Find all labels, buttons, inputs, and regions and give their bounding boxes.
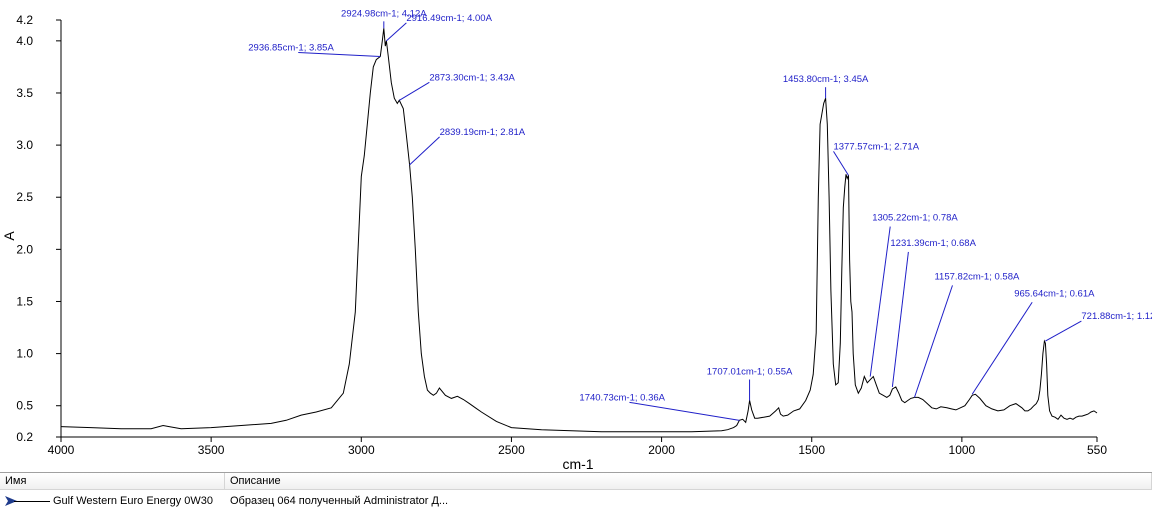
annotation-leader <box>386 22 407 42</box>
legend-table: Имя Описание Gulf Western Euro Energy 0W… <box>0 472 1152 510</box>
annotation-label: 1377.57cm-1; 2.71A <box>833 141 919 152</box>
annotation-label: 1707.01cm-1; 0.55A <box>707 367 793 378</box>
y-axis-label: A <box>1 231 17 241</box>
y-tick-label: 3.5 <box>16 86 33 100</box>
annotation-label: 2916.49cm-1; 4.00A <box>406 13 492 24</box>
y-tick-label: 4.2 <box>16 13 33 27</box>
chart-axes <box>60 20 1097 438</box>
annotation-leader <box>891 251 909 388</box>
x-axis-ticks: 4000 3500 3000 2500 2000 1500 1000 550 <box>48 437 1107 457</box>
column-header-description[interactable]: Описание <box>225 473 1152 490</box>
column-header-description-label: Описание <box>230 475 281 487</box>
x-tick-label: 4000 <box>48 443 75 457</box>
annotation-label: 1157.82cm-1; 0.58A <box>934 271 1020 282</box>
annotation-leader <box>629 401 740 421</box>
y-tick-label: 4.0 <box>16 34 33 48</box>
annotation-leader <box>399 81 430 101</box>
y-tick-label: 0.2 <box>16 430 33 444</box>
x-tick-label: 3500 <box>198 443 225 457</box>
x-tick-label: 1000 <box>949 443 976 457</box>
column-header-name-label: Имя <box>5 475 27 487</box>
annotation-leader <box>914 285 953 398</box>
annotation-leader <box>869 226 891 377</box>
x-axis-label: cm-1 <box>562 456 593 470</box>
legend-series-description: Образец 064 полученный Administrator Д..… <box>230 495 449 507</box>
annotation-label: 1231.39cm-1; 0.68A <box>890 238 976 249</box>
annotation-leader <box>409 136 440 166</box>
selected-row-arrow-icon <box>4 495 18 513</box>
legend-row[interactable]: Gulf Western Euro Energy 0W30 Образец 06… <box>0 492 1152 510</box>
annotation-leader <box>298 51 381 57</box>
annotation-label: 1740.73cm-1; 0.36A <box>579 392 665 403</box>
annotation-leader <box>1045 320 1082 342</box>
y-tick-label: 2.0 <box>16 242 33 256</box>
x-tick-label: 2000 <box>648 443 675 457</box>
spectrum-line <box>60 28 1098 433</box>
annotation-leader <box>833 151 849 176</box>
peak-annotations: 2924.98cm-1; 4.12A 2936.85cm-1; 3.85A 2916… <box>248 8 1152 421</box>
x-tick-label: 550 <box>1087 443 1107 457</box>
annotation-label: 1453.80cm-1; 3.45A <box>783 74 869 85</box>
annotation-label: 1305.22cm-1; 0.78A <box>872 213 958 224</box>
annotation-leader <box>971 301 1033 395</box>
annotation-label: 2936.85cm-1; 3.85A <box>248 42 334 53</box>
series-swatch-icon <box>14 501 50 502</box>
annotation-label: 2839.19cm-1; 2.81A <box>440 127 526 138</box>
x-tick-label: 3000 <box>348 443 375 457</box>
spectrum-chart[interactable]: 4000 3500 3000 2500 2000 1500 1000 550 0.2 0.5 1.… <box>0 0 1152 470</box>
y-tick-label: 0.5 <box>16 399 33 413</box>
column-header-name[interactable]: Имя <box>0 473 225 490</box>
legend-series-name: Gulf Western Euro Energy 0W30 <box>53 495 213 507</box>
annotation-label: 2924.98cm-1; 4.12A <box>341 8 427 19</box>
y-tick-label: 3.0 <box>16 138 33 152</box>
x-tick-label: 2500 <box>498 443 525 457</box>
y-tick-label: 2.5 <box>16 190 33 204</box>
annotation-label: 965.64cm-1; 0.61A <box>1014 288 1095 299</box>
annotation-label: 2873.30cm-1; 3.43A <box>429 72 515 83</box>
y-axis-ticks: 0.2 0.5 1.0 1.5 2.0 2.5 3.0 3.5 4.0 4.2 <box>16 13 61 444</box>
y-tick-label: 1.0 <box>16 347 33 361</box>
x-tick-label: 1500 <box>798 443 825 457</box>
y-tick-label: 1.5 <box>16 294 33 308</box>
annotation-label: 721.88cm-1; 1.12A <box>1081 311 1152 322</box>
